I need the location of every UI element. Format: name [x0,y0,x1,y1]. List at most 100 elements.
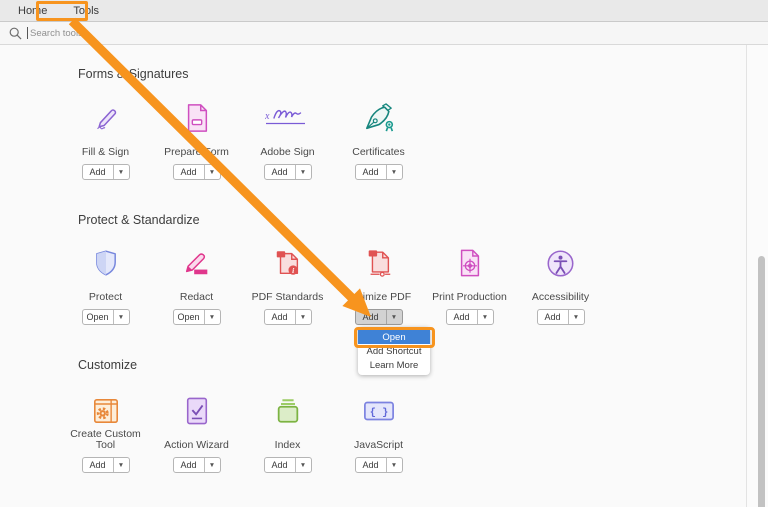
tool-label: Create Custom Tool [70,428,141,451]
tool-action-label[interactable]: Add [544,312,561,322]
optimize-pdf-document-icon [364,245,394,281]
tool-label: Certificates [352,146,405,158]
accessibility-person-icon [546,245,575,281]
action-wizard-checklist-icon [184,393,210,429]
tool-card-certificates: Certificates Add ▼ [333,100,424,180]
tool-card-redact: Redact Open ▼ [151,245,242,325]
tool-row-customize: Create Custom Tool Add ▼ Action Wizard A… [60,393,424,473]
tool-label: PDF Standards [251,291,324,303]
prepare-form-add-button[interactable]: Add ▼ [172,164,221,180]
svg-text:x: x [265,111,270,122]
tool-label: Fill & Sign [81,146,130,158]
create-custom-tool-add-button[interactable]: Add ▼ [81,457,130,473]
text-cursor [27,27,28,39]
tool-action-label[interactable]: Open [177,312,200,322]
menu-item-add-shortcut[interactable]: Add Shortcut [366,345,422,357]
tool-action-label[interactable]: Add [271,312,288,322]
tool-action-label[interactable]: Add [362,312,379,322]
tool-row-protect-standardize: Protect Open ▼ Redact Open ▼ i PDF Stand… [60,245,606,325]
prepare-form-document-icon [183,100,211,136]
search-bar[interactable]: Search tools [0,22,768,45]
chevron-down-icon[interactable]: ▼ [385,165,402,179]
menu-item-learn-more[interactable]: Learn More [369,359,419,371]
javascript-braces-icon: { } [363,393,395,429]
tool-action-label[interactable]: Add [362,167,379,177]
tool-card-protect: Protect Open ▼ [60,245,151,325]
scrollbar-thumb[interactable] [758,256,765,507]
pdf-standards-add-button[interactable]: Add ▼ [263,309,312,325]
chevron-down-icon[interactable]: ▼ [294,310,311,324]
tool-card-javascript: { } JavaScript Add ▼ [333,393,424,473]
scrollbar-track[interactable] [746,45,768,507]
search-input[interactable]: Search tools [30,27,83,39]
chevron-down-icon[interactable]: ▼ [476,310,493,324]
redact-open-button[interactable]: Open ▼ [172,309,221,325]
tool-card-fill-sign: Fill & Sign Add ▼ [60,100,151,180]
tool-action-label[interactable]: Add [89,167,106,177]
chevron-down-icon[interactable]: ▼ [294,165,311,179]
tool-action-label[interactable]: Open [86,312,109,322]
tool-action-label[interactable]: Add [362,460,379,470]
tool-label: Optimize PDF [345,291,412,303]
tab-tools[interactable]: Tools [73,4,100,17]
fill-sign-pen-icon [91,100,121,136]
tool-label: Adobe Sign [260,146,315,158]
tab-bar: Home Tools [0,0,768,22]
tool-label: Redact [179,291,214,303]
tool-row-forms-signatures: Fill & Sign Add ▼ Prepare Form Add ▼ x A… [60,100,424,180]
redact-marker-icon [182,245,212,281]
certificates-add-button[interactable]: Add ▼ [354,164,403,180]
tool-label: Accessibility [531,291,590,303]
chevron-down-icon[interactable]: ▼ [203,165,220,179]
tool-action-label[interactable]: Add [180,460,197,470]
tool-card-prepare-form: Prepare Form Add ▼ [151,100,242,180]
accessibility-add-button[interactable]: Add ▼ [536,309,585,325]
protect-open-button[interactable]: Open ▼ [81,309,130,325]
chevron-down-icon[interactable]: ▼ [203,310,220,324]
search-icon [9,27,22,40]
chevron-down-icon[interactable]: ▼ [385,310,402,324]
tool-card-index: Index Add ▼ [242,393,333,473]
section-title-forms-signatures: Forms & Signatures [78,67,189,81]
tool-action-label[interactable]: Add [271,167,288,177]
tool-action-label[interactable]: Add [271,460,288,470]
adobe-sign-signature-icon: x [265,100,311,136]
chevron-down-icon[interactable]: ▼ [203,458,220,472]
tool-label: Print Production [432,291,507,303]
chevron-down-icon[interactable]: ▼ [112,310,129,324]
tool-card-optimize-pdf: Optimize PDF Add ▼ [333,245,424,325]
fill-sign-add-button[interactable]: Add ▼ [81,164,130,180]
tool-label: Action Wizard [164,439,229,451]
tab-home[interactable]: Home [18,4,48,17]
tool-label: Prepare Form [164,146,229,158]
adobe-sign-add-button[interactable]: Add ▼ [263,164,312,180]
chevron-down-icon[interactable]: ▼ [567,310,584,324]
tool-label: JavaScript [353,439,404,451]
chevron-down-icon[interactable]: ▼ [112,165,129,179]
optimize-pdf-add-button[interactable]: Add ▼ [354,309,403,325]
optimize-pdf-dropdown-menu: Open Add Shortcut Learn More [358,327,430,375]
tool-card-print-production: Print Production Add ▼ [424,245,515,325]
index-add-button[interactable]: Add ▼ [263,457,312,473]
section-title-protect-standardize: Protect & Standardize [78,213,200,227]
chevron-down-icon[interactable]: ▼ [112,458,129,472]
javascript-add-button[interactable]: Add ▼ [354,457,403,473]
tool-action-label[interactable]: Add [180,167,197,177]
print-production-add-button[interactable]: Add ▼ [445,309,494,325]
certificates-pen-seal-icon [363,100,395,136]
tool-label: Index [274,439,301,451]
tool-action-label[interactable]: Add [453,312,470,322]
pdf-standards-document-icon: i [273,245,303,281]
print-production-document-icon [456,245,484,281]
menu-item-open[interactable]: Open [358,330,430,344]
chevron-down-icon[interactable]: ▼ [385,458,402,472]
section-title-customize: Customize [78,358,138,372]
protect-shield-icon [92,245,120,281]
tool-action-label[interactable]: Add [89,460,106,470]
index-catalog-icon [273,393,303,429]
tool-card-adobe-sign: x Adobe Sign Add ▼ [242,100,333,180]
chevron-down-icon[interactable]: ▼ [294,458,311,472]
action-wizard-add-button[interactable]: Add ▼ [172,457,221,473]
tool-card-pdf-standards: i PDF Standards Add ▼ [242,245,333,325]
